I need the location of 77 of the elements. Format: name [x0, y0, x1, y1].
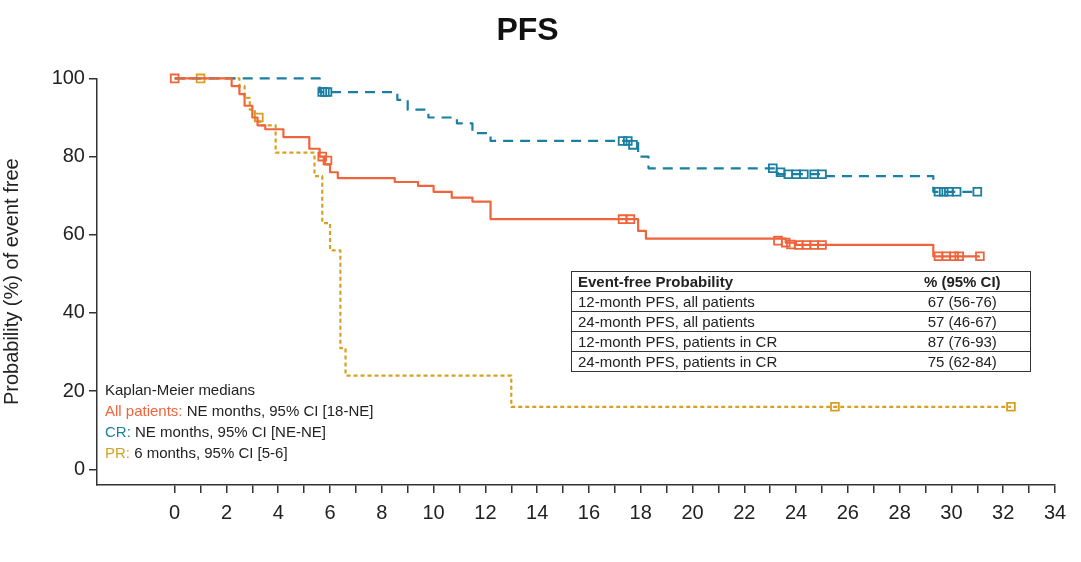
- y-tick-label: 0: [73, 456, 85, 479]
- x-tick-label: 0: [169, 500, 181, 523]
- point: [830, 402, 840, 412]
- point: [801, 240, 812, 250]
- point: [623, 136, 633, 146]
- point: [817, 169, 827, 179]
- annotation: 87 (76-93): [894, 331, 1031, 352]
- x-tick-label: 16: [577, 500, 601, 523]
- annotation: NE months, 95% CI [18-NE]: [186, 402, 374, 419]
- chart-title: PFS: [496, 11, 559, 48]
- x-tick-label: 8: [376, 500, 388, 523]
- text: PR:: [105, 444, 131, 461]
- point: [944, 186, 954, 197]
- point: [617, 136, 628, 146]
- annotation: 67 (56-76): [894, 291, 1031, 312]
- point: [317, 151, 328, 162]
- x-tick-label: 14: [526, 500, 549, 523]
- x-tick-label: 18: [629, 500, 652, 523]
- x-tick-label: 20: [681, 500, 704, 523]
- point: [773, 235, 783, 246]
- annotation: 75 (62-84): [894, 351, 1031, 372]
- x-tick-label: 4: [272, 500, 284, 523]
- point: [169, 73, 180, 84]
- x-tick-label: 32: [992, 500, 1015, 523]
- y-tick-label: 20: [62, 378, 85, 401]
- point: [791, 169, 801, 179]
- point: [933, 186, 944, 197]
- point: [775, 167, 786, 178]
- annotation: 24-month PFS, all patients: [571, 311, 895, 332]
- x-tick-label: 26: [836, 500, 859, 523]
- x-tick-label: 6: [324, 500, 336, 523]
- text: All patients:: [105, 402, 183, 419]
- y-tick-label: 80: [62, 144, 85, 167]
- x-tick-label: 22: [733, 500, 756, 523]
- y-tick-label: 100: [51, 65, 85, 88]
- annotation: 24-month PFS, patients in CR: [571, 351, 895, 372]
- x-tick-label: 30: [940, 500, 963, 523]
- point: [767, 163, 778, 174]
- annotation: % (95% CI): [894, 271, 1031, 292]
- y-axis-title: Probability (%) of event free: [0, 158, 22, 406]
- x-tick-label: 34: [1043, 500, 1067, 523]
- point: [954, 251, 964, 262]
- x-tick-label: 12: [474, 500, 497, 523]
- point: [941, 251, 952, 262]
- point: [1006, 402, 1016, 412]
- y-tick-label: 60: [62, 222, 85, 245]
- x-tick-label: 28: [888, 500, 911, 523]
- point: [793, 240, 804, 250]
- point: [972, 186, 983, 197]
- y-tick-label: 40: [62, 300, 85, 323]
- annotation: 12-month PFS, patients in CR: [571, 331, 895, 352]
- annotation: 12-month PFS, all patients: [571, 291, 895, 312]
- point: [799, 169, 809, 179]
- annotation: 6 months, 95% CI [5-6]: [134, 444, 288, 461]
- point: [786, 239, 796, 250]
- point: [938, 186, 949, 197]
- point: [625, 214, 636, 224]
- point: [809, 169, 819, 179]
- point: [783, 169, 794, 179]
- annotation: NE months, 95% CI [NE-NE]: [135, 423, 326, 440]
- point: [628, 140, 638, 150]
- point: [195, 73, 206, 84]
- point: [933, 251, 944, 262]
- x-tick-label: 24: [784, 500, 808, 523]
- text: CR:: [105, 423, 131, 440]
- point: [780, 237, 791, 248]
- x-tick-label: 2: [220, 500, 233, 523]
- point: [975, 251, 985, 262]
- point: [322, 155, 333, 166]
- annotation: Event-free Probability: [571, 271, 895, 292]
- legend-title: Kaplan-Meier medians: [105, 380, 257, 400]
- x-tick-label: 10: [422, 500, 445, 523]
- point: [617, 214, 628, 224]
- point: [254, 112, 264, 123]
- point: [951, 186, 962, 197]
- annotation: 57 (46-67): [894, 311, 1031, 332]
- point: [817, 240, 827, 250]
